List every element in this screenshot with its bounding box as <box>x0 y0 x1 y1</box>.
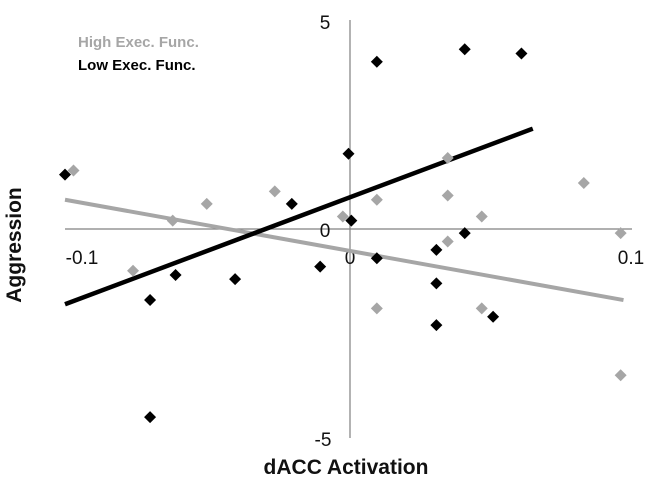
data-point-low <box>314 260 327 273</box>
trend-line-high <box>64 197 624 303</box>
data-point-low <box>458 43 471 56</box>
data-point-high <box>336 210 349 223</box>
data-point-low <box>169 268 182 281</box>
data-point-low <box>59 168 71 181</box>
data-point-high <box>370 193 383 206</box>
x-tick-label: -0.1 <box>66 248 99 269</box>
data-point-high <box>268 185 281 198</box>
data-point-high <box>200 197 213 210</box>
data-point-high <box>577 177 590 190</box>
data-point-low <box>144 294 157 307</box>
axes <box>65 20 632 438</box>
data-point-high <box>67 164 80 177</box>
data-point-low <box>430 243 443 256</box>
data-point-low <box>342 147 355 160</box>
data-point-high <box>370 302 383 315</box>
data-point-low <box>487 310 500 323</box>
x-axis-title: dACC Activation <box>264 456 429 479</box>
data-point-low <box>370 252 383 265</box>
data-point-low <box>430 319 443 332</box>
data-points <box>59 43 627 424</box>
trend-line-low <box>64 126 534 307</box>
data-point-high <box>614 369 627 382</box>
data-point-low <box>285 197 298 210</box>
legend-entry-low: Low Exec. Func. <box>78 57 196 74</box>
data-point-low <box>430 277 443 290</box>
x-tick-label: 0 <box>345 248 356 269</box>
data-point-high <box>614 227 627 240</box>
axis-titles: dACC Activation Aggression <box>3 187 428 479</box>
y-tick-label: 0 <box>320 221 331 242</box>
data-point-low <box>345 214 358 227</box>
data-point-high <box>166 214 179 227</box>
data-point-high <box>441 235 454 248</box>
y-tick-label: 5 <box>320 13 331 34</box>
data-point-high <box>441 151 454 164</box>
data-point-low <box>144 411 157 424</box>
data-point-low <box>458 227 471 240</box>
data-point-high <box>441 189 454 202</box>
x-tick-label: 0.1 <box>618 248 644 269</box>
data-point-low <box>229 273 242 286</box>
data-point-high <box>475 210 488 223</box>
y-tick-label: -5 <box>315 430 332 451</box>
data-point-low <box>370 55 383 68</box>
tick-labels: -0.1 0 0.1 5 0 -5 <box>66 13 645 451</box>
data-point-high <box>127 264 140 277</box>
y-axis-title: Aggression <box>3 187 26 303</box>
legend-entry-high: High Exec. Func. <box>78 34 199 51</box>
data-point-low <box>515 47 528 60</box>
trend-lines <box>64 126 624 307</box>
data-point-high <box>475 302 488 315</box>
legend: High Exec. Func. Low Exec. Func. <box>78 34 199 74</box>
